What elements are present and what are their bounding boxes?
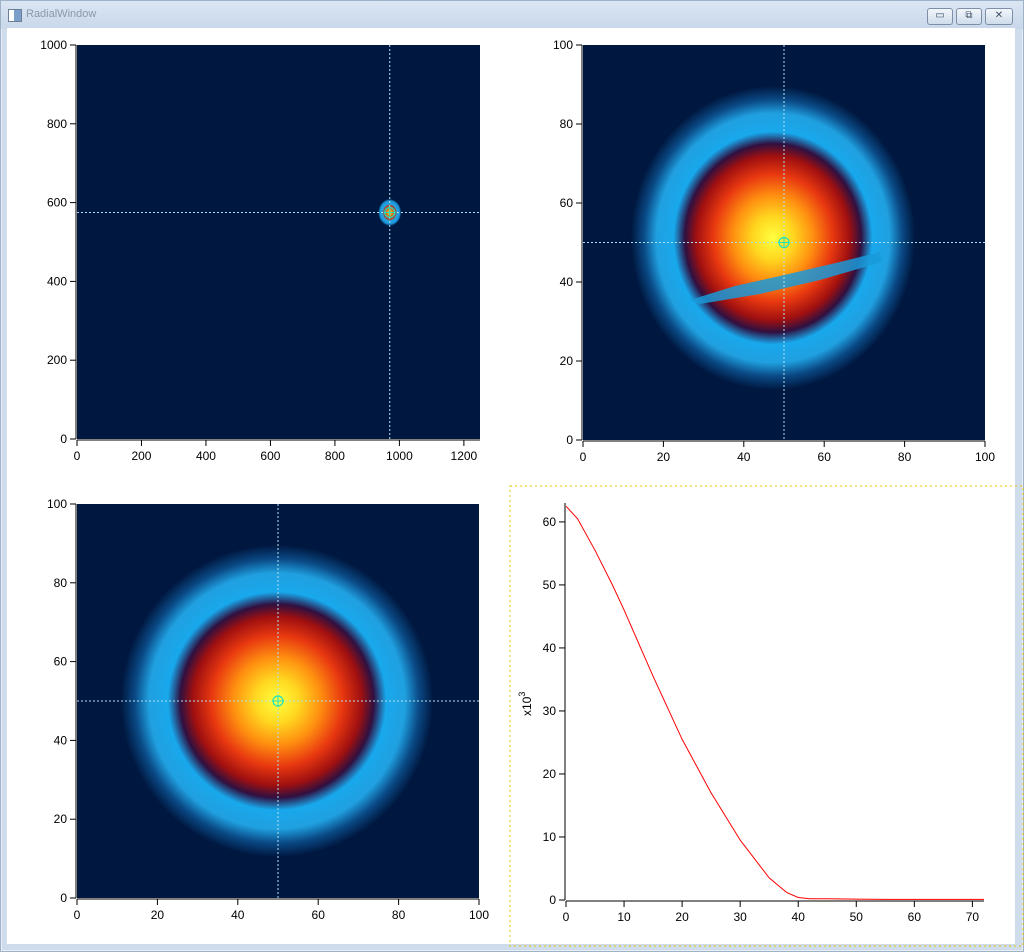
x-tick-label: 200 bbox=[131, 449, 151, 463]
beam-rings bbox=[631, 86, 915, 390]
y-axis-label: x103 bbox=[517, 692, 534, 716]
y-tick-label: 0 bbox=[60, 891, 67, 905]
heatmap-image bbox=[631, 86, 915, 390]
y-tick-label: 60 bbox=[543, 515, 557, 529]
radial-profile-plot[interactable]: 0 10 20 30 40 50 60 70 0 10 20 30 40 50 60 x103 bbox=[509, 485, 1024, 947]
y-tick-label: 60 bbox=[54, 655, 68, 669]
close-button[interactable]: ✕ bbox=[985, 8, 1013, 25]
y-tick-label: 60 bbox=[560, 196, 574, 210]
x-tick-label: 1200 bbox=[451, 449, 478, 463]
y-tick-label: 400 bbox=[47, 274, 67, 288]
x-tick-label: 100 bbox=[975, 450, 995, 464]
y-tick-label: 600 bbox=[47, 196, 67, 210]
x-tick-label: 30 bbox=[733, 910, 747, 924]
y-tick-label: 40 bbox=[54, 733, 68, 747]
y-tick-label: 100 bbox=[553, 38, 573, 52]
y-tick-label: 80 bbox=[54, 576, 68, 590]
heatmap-zoom-centered[interactable]: 0 20 40 60 80 100 0 20 40 60 80 100 bbox=[47, 497, 489, 922]
x-tick-label: 1000 bbox=[386, 449, 413, 463]
y-tick-label: 0 bbox=[549, 893, 556, 907]
y-tick-label: 100 bbox=[47, 497, 67, 511]
x-tick-label: 0 bbox=[74, 908, 81, 922]
x-tick-label: 40 bbox=[737, 450, 751, 464]
x-tick-label: 100 bbox=[469, 908, 489, 922]
x-tick-label: 0 bbox=[580, 450, 587, 464]
title-bar[interactable]: RadialWindow ▭ ⧉ ✕ bbox=[1, 1, 1023, 29]
x-tick-label: 80 bbox=[898, 450, 912, 464]
heatmap-zoom-offset[interactable]: 0 20 40 60 80 100 0 20 40 60 80 100 bbox=[553, 38, 995, 464]
axes: 0 20 40 60 80 100 0 20 40 60 80 100 bbox=[553, 38, 995, 464]
y-tick-label: 20 bbox=[560, 354, 574, 368]
y-tick-label: 20 bbox=[54, 812, 68, 826]
heatmap-full-frame[interactable]: 0 200 400 600 800 1000 1200 0 200 400 600 800 1000 bbox=[40, 38, 480, 463]
x-tick-label: 80 bbox=[392, 908, 406, 922]
x-tick-label: 0 bbox=[563, 910, 570, 924]
window-title: RadialWindow bbox=[26, 8, 97, 20]
y-tick-label: 50 bbox=[543, 578, 557, 592]
maximize-button[interactable]: ⧉ bbox=[956, 8, 982, 25]
y-tick-label: 40 bbox=[560, 275, 574, 289]
y-tick-label: 40 bbox=[543, 641, 557, 655]
y-tick-label: 1000 bbox=[40, 38, 67, 52]
x-tick-label: 20 bbox=[151, 908, 165, 922]
y-tick-label: 30 bbox=[543, 704, 557, 718]
y-axis-label-exponent: 3 bbox=[517, 692, 527, 697]
profile-series-line bbox=[565, 505, 984, 900]
x-tick-label: 70 bbox=[966, 910, 980, 924]
y-tick-label: 0 bbox=[60, 432, 67, 446]
y-tick-label: 80 bbox=[560, 117, 574, 131]
x-tick-label: 20 bbox=[657, 450, 671, 464]
x-tick-label: 10 bbox=[617, 910, 631, 924]
axes: 0 200 400 600 800 1000 1200 0 200 400 600 800 1000 bbox=[40, 38, 480, 463]
heatmap-background bbox=[77, 45, 480, 439]
minimize-button[interactable]: ▭ bbox=[927, 8, 953, 25]
y-tick-label: 800 bbox=[47, 117, 67, 131]
x-tick-label: 800 bbox=[325, 449, 345, 463]
y-tick-label: 10 bbox=[543, 830, 557, 844]
x-tick-label: 0 bbox=[74, 449, 81, 463]
x-tick-label: 40 bbox=[792, 910, 806, 924]
axes: 0 20 40 60 80 100 0 20 40 60 80 100 bbox=[47, 497, 489, 922]
selected-graph-outline bbox=[509, 485, 1024, 947]
x-tick-label: 60 bbox=[908, 910, 922, 924]
x-tick-label: 40 bbox=[231, 908, 245, 922]
x-tick-label: 20 bbox=[675, 910, 689, 924]
y-tick-label: 200 bbox=[47, 353, 67, 367]
y-axis-label-base: x10 bbox=[520, 696, 534, 716]
y-tick-label: 20 bbox=[543, 767, 557, 781]
x-tick-label: 60 bbox=[818, 450, 832, 464]
beam-streak bbox=[690, 252, 882, 304]
x-tick-label: 50 bbox=[850, 910, 864, 924]
x-tick-label: 400 bbox=[196, 449, 216, 463]
x-tick-label: 600 bbox=[260, 449, 280, 463]
x-tick-label: 60 bbox=[312, 908, 326, 922]
y-tick-label: 0 bbox=[566, 433, 573, 447]
app-window-icon bbox=[8, 9, 22, 22]
axes: 0 10 20 30 40 50 60 70 0 10 20 30 40 50 60 bbox=[543, 503, 984, 924]
